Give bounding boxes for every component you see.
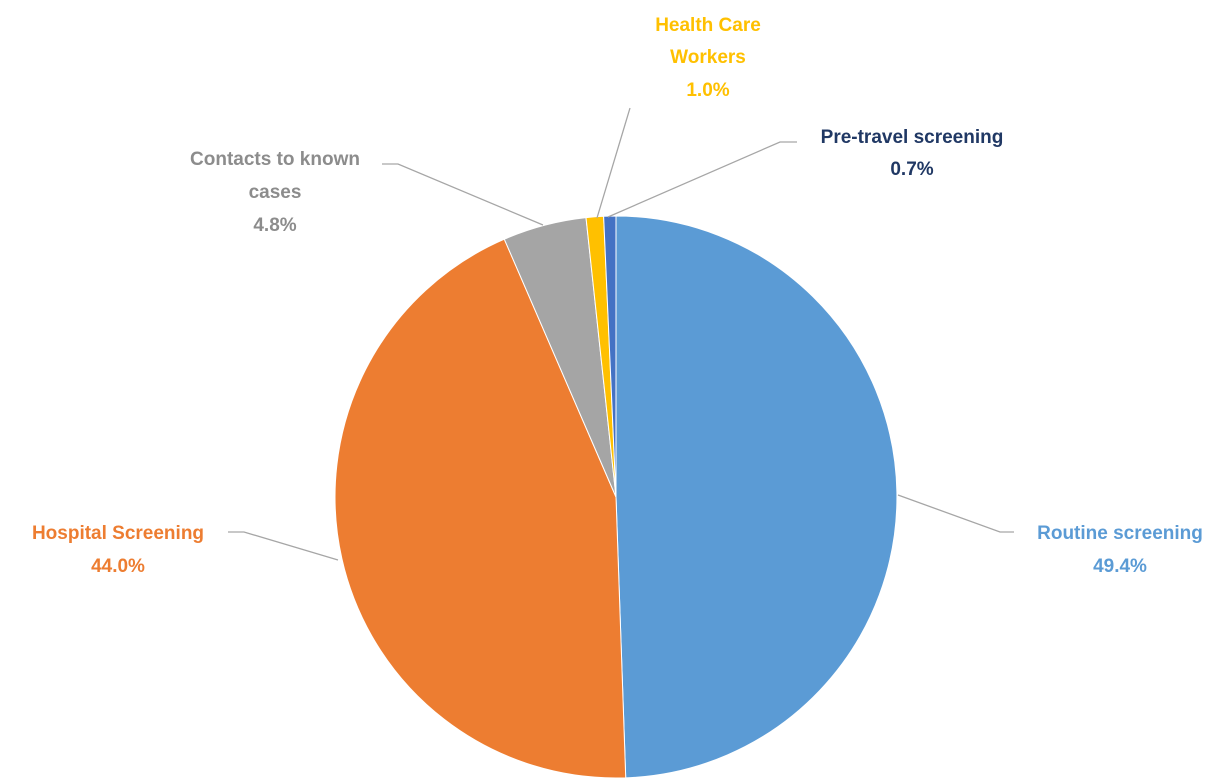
- leader-lines: [228, 107, 1014, 561]
- label-hospital-pct: 44.0%: [91, 556, 145, 577]
- pie-slice-routine-screening: [615, 215, 898, 778]
- data-labels: Routine screening 49.4% Hospital Screeni…: [32, 15, 1203, 577]
- label-hcw-pct: 1.0%: [686, 80, 729, 101]
- label-routine-name: Routine screening: [1037, 523, 1203, 544]
- label-contacts-line1: Contacts to known: [190, 149, 360, 170]
- leader-line-hospital: [228, 531, 339, 561]
- leader-line-pretravel: [607, 141, 797, 218]
- label-hospital-name: Hospital Screening: [32, 523, 204, 544]
- leader-line-routine: [897, 494, 1014, 533]
- leader-line-hcw: [596, 107, 631, 219]
- pie-slice-hospital-screening: [334, 238, 627, 778]
- label-pretravel-name: Pre-travel screening: [821, 127, 1004, 148]
- label-hcw-line2: Workers: [670, 47, 746, 68]
- pie-slices: [334, 215, 898, 778]
- label-contacts-line2: cases: [249, 182, 302, 203]
- label-pretravel-pct: 0.7%: [890, 159, 933, 180]
- label-routine-pct: 49.4%: [1093, 556, 1147, 577]
- label-contacts-pct: 4.8%: [253, 215, 296, 236]
- leader-line-contacts: [382, 163, 544, 226]
- label-hcw-line1: Health Care: [655, 15, 761, 36]
